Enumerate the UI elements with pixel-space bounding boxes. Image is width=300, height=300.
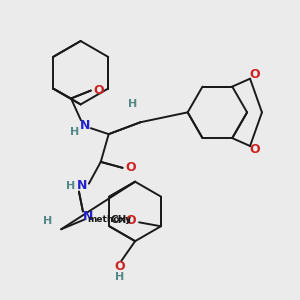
Text: O: O — [94, 84, 104, 97]
Text: O: O — [250, 68, 260, 81]
Text: H: H — [43, 216, 52, 226]
Text: CH₃: CH₃ — [111, 215, 132, 225]
Text: O: O — [250, 143, 260, 157]
Text: H: H — [115, 272, 124, 282]
Text: O: O — [126, 214, 136, 227]
Text: H: H — [128, 99, 137, 110]
Text: H: H — [66, 181, 76, 191]
Text: methoxy: methoxy — [87, 215, 131, 224]
Text: H: H — [70, 127, 80, 137]
Text: N: N — [83, 210, 93, 223]
Text: N: N — [77, 179, 87, 192]
Text: N: N — [80, 119, 90, 132]
Text: O: O — [125, 161, 136, 174]
Text: O: O — [114, 260, 124, 273]
